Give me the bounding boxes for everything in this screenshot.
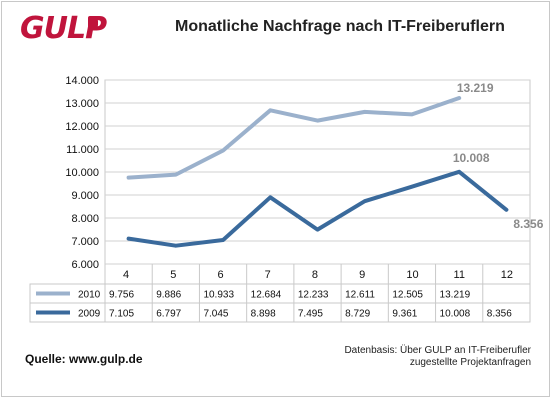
table-cell: 10.933	[203, 290, 234, 301]
data-point-2010	[268, 108, 272, 112]
x-tick-label: 9	[359, 269, 365, 281]
data-label: 8.356	[513, 217, 543, 231]
data-basis-line2: zugestellte Projektanfragen	[409, 357, 531, 368]
data-basis-line1: Datenbasis: Über GULP an IT-Freiberufler	[344, 345, 531, 356]
x-tick-label: 8	[312, 269, 318, 281]
table-cell: 8.729	[345, 309, 370, 320]
chart-title: Monatliche Nachfrage nach IT-Freiberufle…	[175, 18, 505, 35]
data-point-2010	[363, 110, 367, 114]
table-cell: 7.495	[298, 309, 323, 320]
data-label: 10.008	[453, 151, 490, 165]
y-axis: 6.000 7.000 8.000 9.000 10.000 11.000 12.000 13…	[65, 75, 99, 271]
table-cell: 8.898	[251, 309, 276, 320]
source-note: Quelle: www.gulp.de	[25, 352, 143, 366]
x-tick-label: 4	[123, 269, 129, 281]
x-tick-label: 11	[454, 269, 465, 281]
y-tick-label: 10.000	[65, 167, 99, 179]
y-tick-label: 9.000	[71, 190, 99, 202]
series-line-2010	[126, 96, 462, 180]
x-tick-label: 7	[265, 269, 271, 281]
data-point-2009	[174, 244, 178, 248]
data-label: 13.219	[457, 81, 494, 95]
data-point-2009	[316, 228, 319, 232]
x-tick-label: 12	[501, 269, 513, 281]
series-lines	[126, 96, 509, 248]
data-point-2010	[221, 149, 225, 153]
data-point-2009	[410, 185, 414, 189]
table-cell: 12.505	[392, 290, 423, 301]
table-cell: 12.684	[251, 290, 282, 301]
data-point-2009	[504, 208, 508, 212]
gridlines	[105, 79, 530, 265]
data-point-2009	[268, 195, 272, 199]
data-point-2009	[457, 170, 461, 174]
table-cell: 10.008	[440, 309, 471, 320]
data-point-2009	[221, 238, 225, 242]
logo-mark-icon	[88, 16, 98, 30]
data-point-2010	[127, 176, 131, 180]
data-point-2009	[363, 199, 367, 203]
legend-entry-2009: 2009	[78, 309, 101, 320]
table-cell: 13.219	[440, 290, 471, 301]
data-point-2010	[316, 119, 319, 123]
data-table: 4 5 6 7 8 9 10 11 12 2010 9.756 9.886 10.933 12.684 12…	[29, 264, 531, 323]
table-cell: 9.361	[392, 309, 417, 320]
data-annotations: 13.219 10.008 8.356	[453, 81, 544, 231]
table-cell: 7.045	[203, 309, 228, 320]
data-point-2010	[174, 173, 178, 177]
x-tick-label: 6	[217, 269, 223, 281]
legend-entry-2010: 2010	[78, 290, 101, 301]
table-cell: 12.233	[298, 290, 329, 301]
y-tick-label: 14.000	[65, 75, 99, 87]
data-point-2009	[127, 237, 131, 241]
y-tick-label: 12.000	[65, 121, 99, 133]
data-basis-note: Datenbasis: Über GULP an IT-Freiberufler…	[344, 345, 531, 369]
table-cell: 7.105	[109, 309, 134, 320]
y-tick-label: 13.000	[65, 98, 99, 110]
table-cell: 8.356	[487, 309, 512, 320]
table-cell: 9.756	[109, 290, 134, 301]
data-point-2010	[410, 112, 414, 116]
data-point-2010	[457, 96, 461, 100]
x-tick-label: 10	[406, 269, 418, 281]
table-cell: 12.611	[345, 290, 375, 301]
y-tick-label: 11.000	[66, 144, 99, 156]
x-tick-label: 5	[170, 269, 176, 281]
y-tick-label: 6.000	[71, 259, 99, 271]
table-cell: 9.886	[156, 290, 181, 301]
y-tick-label: 8.000	[71, 213, 99, 225]
y-tick-label: 7.000	[71, 236, 99, 248]
table-cell: 6.797	[156, 309, 181, 320]
